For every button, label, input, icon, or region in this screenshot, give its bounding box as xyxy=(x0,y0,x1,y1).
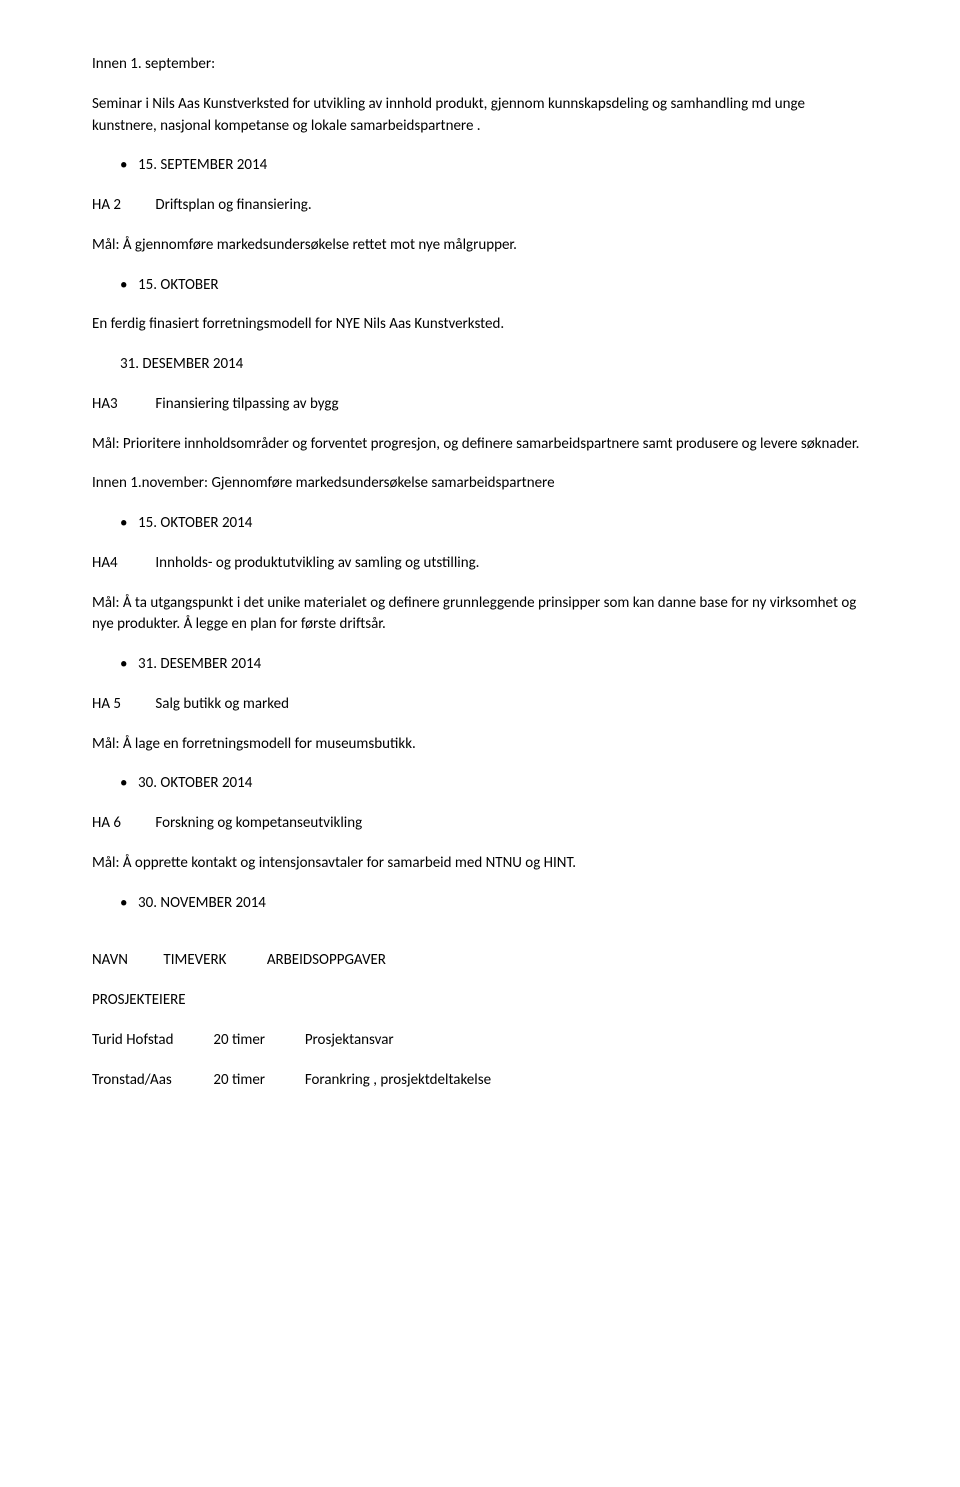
paragraph: Mål: Å lage en forretningsmodell for mus… xyxy=(92,734,868,756)
document-page: Innen 1. september: Seminar i Nils Aas K… xyxy=(0,0,960,1487)
table-row: Tronstad/Aas 20 timer Forankring , prosj… xyxy=(92,1070,868,1092)
ha-tag: HA4 xyxy=(92,553,152,575)
paragraph: Mål: Å ta utgangspunkt i det unike mater… xyxy=(92,593,868,637)
bullet-item: 30. NOVEMBER 2014 xyxy=(92,893,868,915)
section-heading-ha5: HA 5 Salg butikk og marked xyxy=(92,694,868,716)
ha-tag: HA 5 xyxy=(92,694,152,716)
paragraph: En ferdig finasiert forretningsmodell fo… xyxy=(92,314,868,336)
ha-title: Innholds- og produktutvikling av samling… xyxy=(155,554,479,572)
cell-arbeidsoppgaver: Forankring , prosjektdeltakelse xyxy=(305,1071,491,1089)
cell-timeverk: 20 timer xyxy=(213,1030,301,1052)
ha-title: Driftsplan og finansiering. xyxy=(155,196,311,214)
paragraph: Innen 1. september: xyxy=(92,54,868,76)
section-heading-ha4: HA4 Innholds- og produktutvikling av sam… xyxy=(92,553,868,575)
bullet-item: 30. OKTOBER 2014 xyxy=(92,773,868,795)
section-heading-ha3: HA3 Finansiering tilpassing av bygg xyxy=(92,394,868,416)
cell-navn: Turid Hofstad xyxy=(92,1030,210,1052)
paragraph: Mål: Å opprette kontakt og intensjonsavt… xyxy=(92,853,868,875)
ha-title: Finansiering tilpassing av bygg xyxy=(155,395,338,413)
paragraph: Innen 1.november: Gjennomføre markedsund… xyxy=(92,473,868,495)
cell-timeverk: 20 timer xyxy=(213,1070,301,1092)
bullet-item: 15. SEPTEMBER 2014 xyxy=(92,155,868,177)
paragraph: Mål: Prioritere innholdsområder og forve… xyxy=(92,434,868,456)
table-header-row: NAVN TIMEVERK ARBEIDSOPPGAVER xyxy=(92,950,868,972)
ha-tag: HA 6 xyxy=(92,813,152,835)
cell-arbeidsoppgaver: Prosjektansvar xyxy=(305,1031,394,1049)
ha-tag: HA 2 xyxy=(92,195,152,217)
table-row: Turid Hofstad 20 timer Prosjektansvar xyxy=(92,1030,868,1052)
table-header-timeverk: TIMEVERK xyxy=(163,950,263,972)
table-header-arbeidsoppgaver: ARBEIDSOPPGAVER xyxy=(267,951,386,969)
cell-navn: Tronstad/Aas xyxy=(92,1070,210,1092)
ha-tag: HA3 xyxy=(92,394,152,416)
section-heading-ha6: HA 6 Forskning og kompetanseutvikling xyxy=(92,813,868,835)
table-header-navn: NAVN xyxy=(92,950,160,972)
bullet-item: 15. OKTOBER 2014 xyxy=(92,513,868,535)
paragraph: Mål: Å gjennomføre markedsundersøkelse r… xyxy=(92,235,868,257)
bullet-item: 15. OKTOBER xyxy=(92,275,868,297)
section-label: PROSJEKTEIERE xyxy=(92,990,868,1012)
ha-title: Salg butikk og marked xyxy=(155,695,289,713)
bullet-item: 31. DESEMBER 2014 xyxy=(92,654,868,676)
paragraph: Seminar i Nils Aas Kunstverksted for utv… xyxy=(92,94,868,138)
section-heading-ha2: HA 2 Driftsplan og finansiering. xyxy=(92,195,868,217)
ha-title: Forskning og kompetanseutvikling xyxy=(155,814,362,832)
paragraph: 31. DESEMBER 2014 xyxy=(92,354,868,376)
